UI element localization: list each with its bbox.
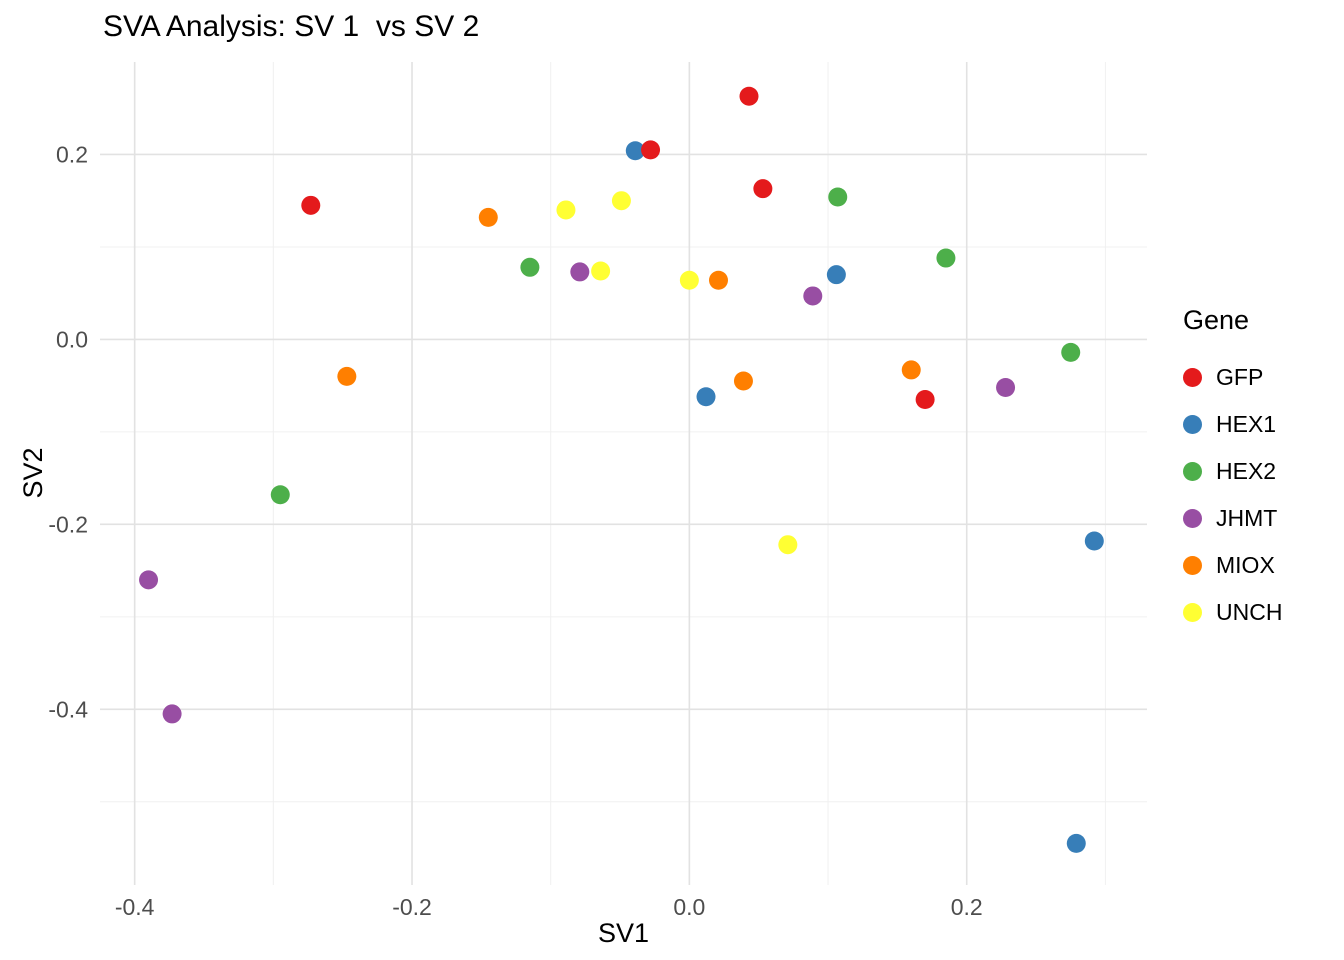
x-tick-label: -0.4 (115, 894, 155, 920)
y-tick-label: -0.2 (48, 511, 88, 537)
x-tick-label: 0.0 (673, 894, 705, 920)
legend-title: Gene (1183, 305, 1250, 335)
data-point-hex2 (520, 257, 540, 277)
data-point-unch (591, 261, 611, 281)
x-axis-title: SV1 (597, 918, 650, 948)
data-point-gfp (753, 179, 773, 199)
legend-swatch-hex2 (1183, 462, 1202, 481)
x-tick-label: 0.2 (951, 894, 983, 920)
data-point-hex2 (936, 248, 956, 268)
y-axis-title: SV2 (18, 447, 49, 499)
data-point-miox (337, 366, 357, 386)
x-tick-label: -0.2 (392, 894, 432, 920)
legend-swatch-miox (1183, 556, 1202, 575)
data-point-miox (733, 371, 753, 391)
data-point-hex1 (1066, 833, 1086, 853)
data-point-gfp (301, 195, 321, 215)
y-tick-label: 0.0 (56, 326, 88, 352)
data-point-miox (478, 207, 498, 227)
data-point-miox (901, 360, 921, 380)
legend: Gene GFP HEX1 HEX2 JHMT MIOX UNCH (1183, 305, 1282, 636)
legend-swatch-unch (1183, 603, 1202, 622)
y-tick-label: -0.4 (48, 696, 88, 722)
data-point-jhmt (162, 704, 182, 724)
legend-item-gfp: GFP (1183, 354, 1282, 401)
data-point-hex2 (828, 187, 848, 207)
data-point-miox (708, 270, 728, 290)
data-point-jhmt (570, 262, 590, 282)
data-point-hex1 (826, 265, 846, 285)
legend-item-hex2: HEX2 (1183, 448, 1282, 495)
data-point-gfp (915, 390, 935, 410)
data-point-gfp (641, 140, 661, 160)
legend-item-jhmt: JHMT (1183, 495, 1282, 542)
plot-title: SVA Analysis: SV 1 vs SV 2 (103, 10, 480, 43)
data-point-hex2 (270, 485, 290, 505)
legend-label-hex1: HEX1 (1216, 411, 1277, 437)
legend-item-miox: MIOX (1183, 542, 1282, 589)
data-point-hex1 (1084, 531, 1104, 551)
legend-label-unch: UNCH (1216, 599, 1283, 625)
legend-label-jhmt: JHMT (1216, 505, 1278, 531)
data-point-hex2 (1061, 342, 1081, 362)
legend-item-hex1: HEX1 (1183, 401, 1282, 448)
legend-swatch-gfp (1183, 368, 1202, 387)
data-point-jhmt (996, 378, 1016, 398)
legend-label-miox: MIOX (1216, 552, 1275, 578)
data-point-hex1 (696, 387, 716, 407)
data-point-hex1 (625, 141, 645, 161)
data-point-gfp (739, 86, 759, 106)
data-point-jhmt (139, 570, 159, 590)
y-tick-label: 0.2 (56, 141, 88, 167)
legend-label-hex2: HEX2 (1216, 458, 1277, 484)
legend-swatch-hex1 (1183, 415, 1202, 434)
legend-label-gfp: GFP (1216, 364, 1264, 390)
legend-item-unch: UNCH (1183, 589, 1282, 636)
data-point-unch (679, 270, 699, 290)
data-point-unch (611, 191, 631, 211)
data-point-unch (778, 535, 798, 555)
legend-swatch-jhmt (1183, 509, 1202, 528)
data-point-jhmt (803, 286, 823, 306)
data-point-unch (556, 200, 576, 220)
